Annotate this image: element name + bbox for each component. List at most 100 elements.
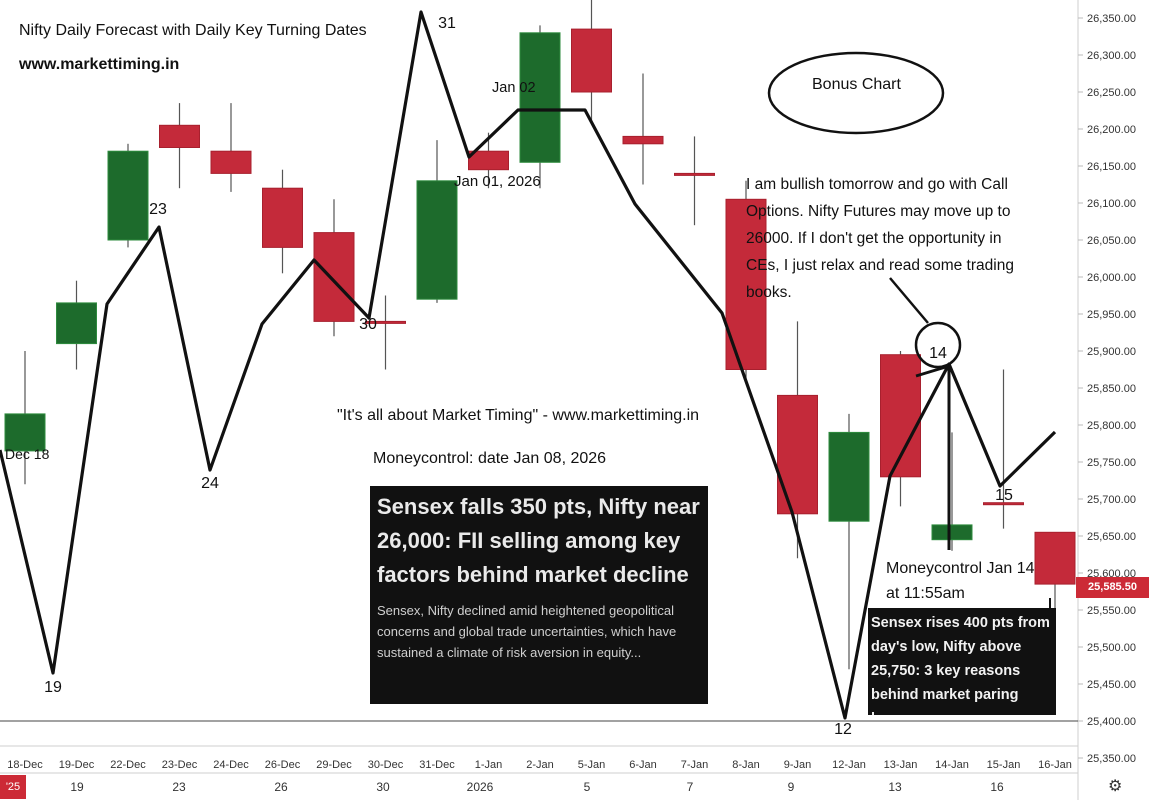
moneycontrol-date: Moneycontrol: date Jan 08, 2026 xyxy=(373,450,607,467)
xtick-label: 13-Jan xyxy=(884,759,918,771)
bottom-axis-label: 2026 xyxy=(467,780,494,794)
xtick-label: 15-Jan xyxy=(987,759,1021,771)
link-line xyxy=(915,364,950,378)
candle-body xyxy=(931,524,973,541)
jan02-label: Jan 02 xyxy=(492,80,536,96)
last-price-tag: 25,585.50 xyxy=(1076,577,1149,598)
turning-date-label: 14 xyxy=(929,345,947,362)
ytick-label: 26,050.00 xyxy=(1087,235,1136,247)
turning-date-label: 23 xyxy=(149,201,167,218)
candle-body xyxy=(416,180,458,300)
ytick-label: 26,100.00 xyxy=(1087,198,1136,210)
candle-body xyxy=(56,302,97,345)
ytick-label: 25,950.00 xyxy=(1087,309,1136,321)
xtick-label: 14-Jan xyxy=(935,759,969,771)
bottom-axis-label: 7 xyxy=(687,780,694,794)
candle-body xyxy=(159,124,200,149)
xtick-label: 19-Dec xyxy=(59,759,95,771)
bonus-ellipse xyxy=(767,51,945,135)
candle-body xyxy=(571,28,612,93)
ytick-label: 26,250.00 xyxy=(1087,87,1136,99)
turning-date-label: 31 xyxy=(438,15,456,32)
candle-body xyxy=(4,413,46,452)
ytick-label: 26,300.00 xyxy=(1087,50,1136,62)
forecast-line xyxy=(0,10,1057,720)
ytick-label: 26,200.00 xyxy=(1087,124,1136,136)
candle-body xyxy=(210,150,252,174)
xtick-label: 12-Jan xyxy=(832,759,866,771)
bottom-axis-label: 26 xyxy=(274,780,288,794)
xtick-label: 24-Dec xyxy=(213,759,249,771)
xtick-label: 30-Dec xyxy=(368,759,404,771)
candle-body xyxy=(365,320,406,324)
xtick-label: 2-Jan xyxy=(526,759,554,771)
bottom-axis-label: 5 xyxy=(584,780,591,794)
ytick-label: 25,400.00 xyxy=(1087,716,1136,728)
news-card-sensex-falls: Sensex falls 350 pts, Nifty near 26,000:… xyxy=(370,486,708,704)
turning-date-label: 19 xyxy=(44,679,62,696)
bottom-axis-label: 19 xyxy=(70,780,84,794)
candle-body xyxy=(674,172,715,176)
candle-body xyxy=(519,32,561,163)
candle-body xyxy=(468,150,509,171)
xtick-label: 7-Jan xyxy=(681,759,709,771)
xtick-label: 31-Dec xyxy=(419,759,455,771)
forecast-note: I am bullish tomorrow and go with Call O… xyxy=(746,176,1014,301)
bottom-axis-label: 30 xyxy=(376,780,390,794)
bottom-axis-label: 23 xyxy=(172,780,186,794)
news2-caption: Moneycontrol Jan 14 at 11:55am xyxy=(886,560,1035,602)
candle-body xyxy=(828,431,870,522)
ytick-label: 25,850.00 xyxy=(1087,383,1136,395)
candle-body xyxy=(107,150,149,241)
ytick-label: 25,800.00 xyxy=(1087,420,1136,432)
ytick-label: 25,900.00 xyxy=(1087,346,1136,358)
jan01-label: Jan 01, 2026 xyxy=(454,173,541,190)
website-label: www.markettiming.in xyxy=(19,56,180,73)
bottom-axis-label: 13 xyxy=(888,780,902,794)
pointer-line xyxy=(889,277,929,324)
ytick-label: 25,500.00 xyxy=(1087,642,1136,654)
xtick-label: 18-Dec xyxy=(7,759,43,771)
news-card-sensex-rises: Sensex rises 400 pts from day's low, Nif… xyxy=(868,608,1056,715)
turning-date-label: 12 xyxy=(834,721,852,738)
xtick-label: 5-Jan xyxy=(578,759,606,771)
ytick-label: 25,750.00 xyxy=(1087,457,1136,469)
ytick-label: 25,350.00 xyxy=(1087,753,1136,765)
xtick-label: 1-Jan xyxy=(475,759,503,771)
ytick-label: 26,350.00 xyxy=(1087,13,1136,25)
candle-body xyxy=(262,187,303,248)
xtick-label: 29-Dec xyxy=(316,759,352,771)
settings-gear-icon[interactable]: ⚙ xyxy=(1108,778,1123,795)
xtick-label: 16-Jan xyxy=(1038,759,1072,771)
news-headline: Sensex falls 350 pts, Nifty near 26,000:… xyxy=(377,494,700,587)
candle-body xyxy=(1034,531,1076,585)
candle-body xyxy=(313,232,355,322)
bottom-axis-label: 9 xyxy=(788,780,795,794)
chart-title: Nifty Daily Forecast with Daily Key Turn… xyxy=(19,22,367,39)
turning-date-label: 24 xyxy=(201,475,219,492)
tagline: "It's all about Market Timing" - www.mar… xyxy=(337,407,700,424)
xtick-label: 23-Dec xyxy=(162,759,198,771)
news-body: Sensex, Nifty declined amid heightened g… xyxy=(377,603,677,660)
dec18-label: Dec 18 xyxy=(5,446,50,462)
xtick-label: 8-Jan xyxy=(732,759,760,771)
bottom-axis-label: 16 xyxy=(990,780,1004,794)
bonus-chart-label: Bonus Chart xyxy=(812,76,901,93)
ytick-label: 26,000.00 xyxy=(1087,272,1136,284)
news2-headline: Sensex rises 400 pts from day's low, Nif… xyxy=(871,615,1050,715)
xtick-label: 9-Jan xyxy=(784,759,812,771)
xtick-label: 22-Dec xyxy=(110,759,146,771)
candle-body xyxy=(777,394,818,515)
turning-circle xyxy=(914,321,962,369)
turning-date-label: 30 xyxy=(359,316,377,333)
year-tag: '25 xyxy=(0,775,26,799)
candle-body xyxy=(622,135,664,145)
ytick-label: 25,650.00 xyxy=(1087,531,1136,543)
ytick-label: 25,700.00 xyxy=(1087,494,1136,506)
turning-date-label: 15 xyxy=(995,487,1013,504)
xtick-label: 26-Dec xyxy=(265,759,301,771)
candle-body xyxy=(880,354,921,478)
ytick-label: 25,450.00 xyxy=(1087,679,1136,691)
ytick-label: 26,150.00 xyxy=(1087,161,1136,173)
